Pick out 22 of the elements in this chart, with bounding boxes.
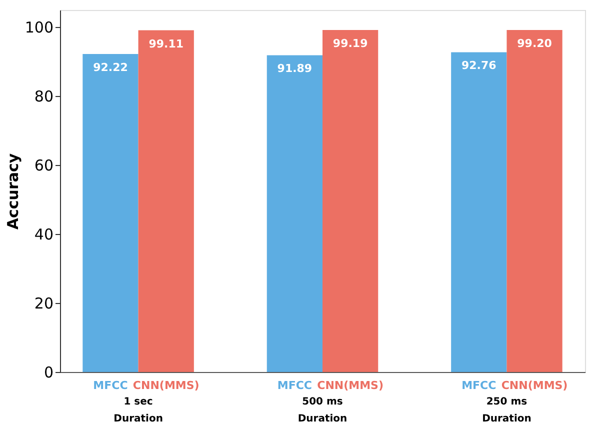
text: CNN(MMS) xyxy=(132,379,200,392)
y-tick-label: 100 xyxy=(24,18,54,37)
y-tick-label: 40 xyxy=(34,226,54,244)
x-tick-label: 500 ms Duration xyxy=(298,396,348,424)
data-label: 99.20 xyxy=(517,36,552,50)
y-tick-label: 60 xyxy=(34,156,54,175)
series-label: MFCC xyxy=(93,379,128,392)
data-label: 92.22 xyxy=(93,61,128,74)
text: MFCC xyxy=(462,379,496,392)
data-label: 99.19 xyxy=(332,37,368,50)
y-tick-label: 0 xyxy=(44,364,54,382)
data-label: 92.76 xyxy=(461,59,497,72)
x-tick-label: 250 ms Duration xyxy=(482,396,532,424)
data-label: 99.11 xyxy=(148,37,184,50)
y-axis-title: Accuracy xyxy=(4,153,22,230)
x-tick-label: 1 sec Duration xyxy=(114,396,163,424)
text: CNN(MMS) xyxy=(317,379,384,392)
y-tick-label: 20 xyxy=(34,294,54,313)
series-label: CNN(MMS) xyxy=(501,379,568,392)
data-label: 91.89 xyxy=(277,62,312,76)
text: MFCC xyxy=(277,379,312,392)
y-tick-label: 80 xyxy=(34,88,54,106)
